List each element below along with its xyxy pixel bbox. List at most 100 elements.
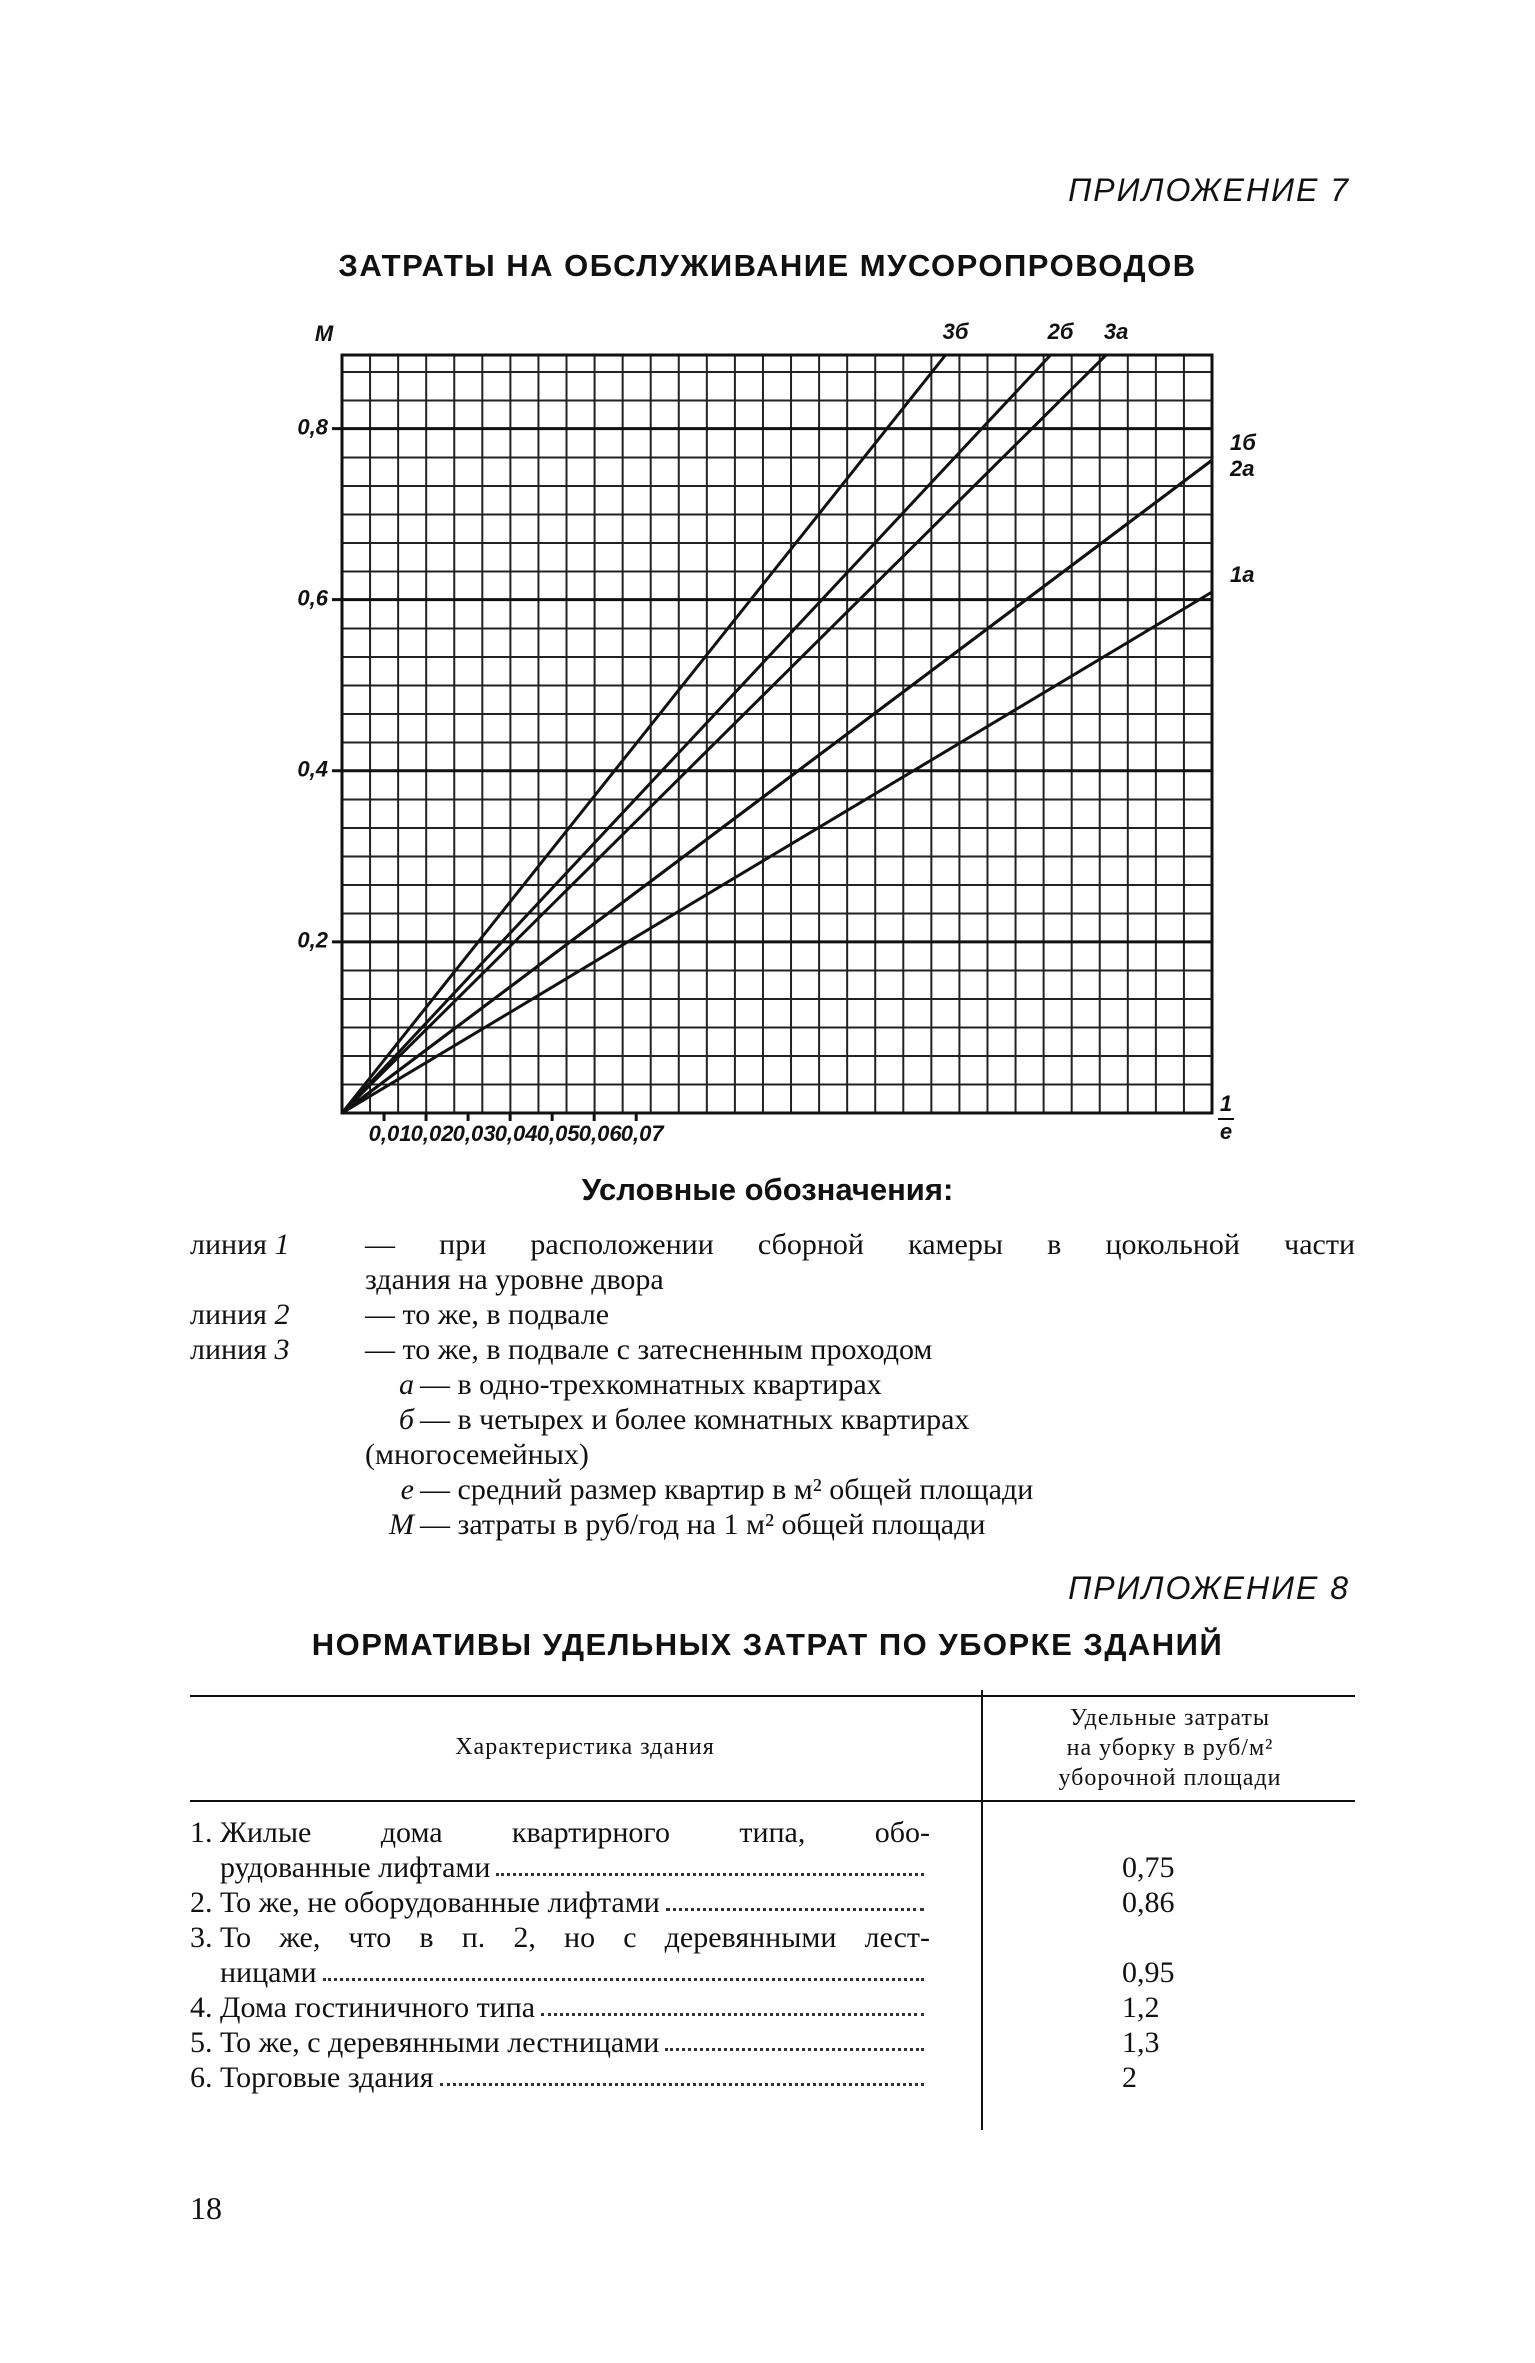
x-tick-label: 0,05 <box>537 1121 581 1146</box>
row-value-blank <box>1122 1920 1322 1955</box>
legend-text: — то же, в подвале с затесненным проходо… <box>365 1333 933 1366</box>
row-number: 6. <box>190 2061 213 2094</box>
y-tick-label: 0,8 <box>297 414 328 439</box>
row-value: 0,86 <box>1122 1886 1175 1919</box>
legend-key: а <box>190 1367 420 1402</box>
legend-text: (многосемейных) <box>365 1438 589 1471</box>
legend-line: (многосемейных) <box>190 1437 1355 1472</box>
row-value: 2 <box>1122 2061 1137 2094</box>
row-number: 2. <box>190 1886 213 1919</box>
row-number <box>190 1955 220 1990</box>
data-line <box>341 590 1213 1115</box>
header-line: Удельные затраты <box>1070 1705 1270 1731</box>
appendix-label: ПРИЛОЖЕНИЕ 8 <box>1068 1570 1350 1606</box>
legend-key: б <box>190 1402 420 1437</box>
legend-line: б — в четырех и более комнатных квартирах <box>190 1402 1355 1437</box>
legend-symbol: е <box>400 1473 414 1506</box>
legend-text: — при расположении сборной камеры в цоко… <box>365 1228 1355 1261</box>
legend-text: — затраты в руб/год на 1 м² общей площад… <box>420 1508 986 1541</box>
legend-key: линия 3 <box>190 1332 365 1367</box>
table-rule <box>190 1695 1355 1697</box>
row-text: рудованные лифтами <box>220 1851 491 1884</box>
legend-word: линия <box>190 1298 267 1331</box>
x-tick-label: 0,04 <box>495 1121 538 1146</box>
row-value: 0,75 <box>1122 1851 1175 1884</box>
row-value: 0,95 <box>1122 1956 1175 1989</box>
legend-symbol: б <box>398 1403 414 1436</box>
legend-symbol: М <box>389 1508 414 1541</box>
table-row: 3. То же, что в п. 2, но с деревянными ле… <box>190 1920 930 1955</box>
legend-heading: Условные обозначения: <box>581 1172 954 1207</box>
legend-text: — средний размер квартир в м² общей площ… <box>420 1473 1034 1506</box>
legend-line: е — средний размер квартир в м² общей пло… <box>190 1472 1355 1507</box>
table-divider <box>981 1690 983 2130</box>
table-row: 4. Дома гостиничного типа <box>190 1990 930 2025</box>
line-label: 2б <box>1047 319 1075 344</box>
section-title: НОРМАТИВЫ УДЕЛЬНЫХ ЗАТРАТ ПО УБОРКЕ ЗДАН… <box>311 1627 1224 1662</box>
row-number: 1. <box>190 1816 213 1849</box>
table-rule <box>190 1800 1355 1802</box>
legend-key: линия 1 <box>190 1227 365 1262</box>
table-row: 2. То же, не оборудованные лифтами <box>190 1885 930 1920</box>
dot-leader <box>665 1885 924 1911</box>
legend-symbol: 2 <box>274 1298 290 1331</box>
dot-leader <box>496 1850 924 1876</box>
row-text: То же, не оборудованные лифтами <box>220 1886 660 1919</box>
table-row: 5. То же, с деревянными лестницами <box>190 2025 930 2060</box>
data-line <box>340 353 1052 1115</box>
x-tick-label: 0,03 <box>453 1121 496 1146</box>
row-text: ницами <box>220 1956 317 1989</box>
row-number: 5. <box>190 2026 213 2059</box>
row-text: Дома гостиничного типа <box>220 1991 536 2024</box>
line-label: 1б <box>1230 430 1257 455</box>
table-values: 0,75 0,86 0,95 1,2 1,3 2 <box>1122 1815 1322 2095</box>
line-label: 1а <box>1230 562 1254 587</box>
x-tick-label: 0,07 <box>621 1121 666 1146</box>
legend-indent <box>190 1262 365 1297</box>
x-axis-label: е <box>1220 1119 1232 1144</box>
legend-line: М — затраты в руб/год на 1 м² общей площа… <box>190 1507 1355 1542</box>
table-header: Характеристика здания <box>455 1734 715 1760</box>
legend-symbol: 1 <box>274 1228 290 1261</box>
table-row: 6. Торговые здания <box>190 2060 930 2095</box>
line-label: 3б <box>943 319 970 344</box>
page-number: 18 <box>190 2190 222 2226</box>
dot-leader <box>322 1955 924 1981</box>
legend-line: линия 3— то же, в подвале с затесненным … <box>190 1332 1355 1367</box>
legend-key: линия 2 <box>190 1297 365 1332</box>
legend-key: е <box>190 1472 420 1507</box>
row-value-blank <box>1122 1815 1322 1850</box>
x-axis-label: 1 <box>1220 1091 1232 1116</box>
legend-line: линия 2— то же, в подвале <box>190 1297 1355 1332</box>
legend-key: М <box>190 1507 420 1542</box>
chart: 0,2 0,4 0,6 0,8 0,01 0,02 0,03 0,04 0,05 0,06 0,07… <box>297 319 1257 1146</box>
row-number: 4. <box>190 1991 213 2024</box>
legend-text: — в четырех и более комнатных квартирах <box>420 1403 970 1436</box>
row-text: Жилые дома квартирного типа, обо- <box>220 1816 930 1849</box>
legend-text: здания на уровне двора <box>365 1263 664 1296</box>
y-axis-label: М <box>315 321 334 346</box>
legend-indent <box>190 1437 365 1472</box>
row-number: 3. <box>190 1921 213 1954</box>
header-line: уборочной площади <box>1058 1765 1282 1791</box>
dot-leader <box>665 2025 924 2051</box>
row-text: То же, что в п. 2, но с деревянными лест… <box>220 1921 930 1954</box>
dot-leader <box>541 1990 924 2016</box>
appendix-label: ПРИЛОЖЕНИЕ 7 <box>1068 172 1350 208</box>
line-label: 2а <box>1229 456 1254 481</box>
x-tick-label: 0,01 <box>369 1121 412 1146</box>
x-tick-label: 0,02 <box>411 1121 455 1146</box>
legend-text: — в одно-трехкомнатных квартирах <box>420 1368 882 1401</box>
legend-list: линия 1— при расположении сборной камеры… <box>190 1227 1355 1542</box>
legend-line: здания на уровне двора <box>190 1262 1355 1297</box>
row-value: 1,3 <box>1122 2026 1160 2059</box>
header-line: на уборку в руб/м² <box>1066 1735 1274 1761</box>
legend-line: линия 1— при расположении сборной камеры… <box>190 1227 1355 1262</box>
row-value: 1,2 <box>1122 1991 1160 2024</box>
row-text: То же, с деревянными лестницами <box>220 2026 660 2059</box>
table-row: ницами <box>190 1955 930 1990</box>
data-line <box>340 354 947 1114</box>
y-tick-label: 0,2 <box>297 928 328 953</box>
table-header: Удельные затраты на уборку в руб/м² убор… <box>985 1703 1355 1793</box>
